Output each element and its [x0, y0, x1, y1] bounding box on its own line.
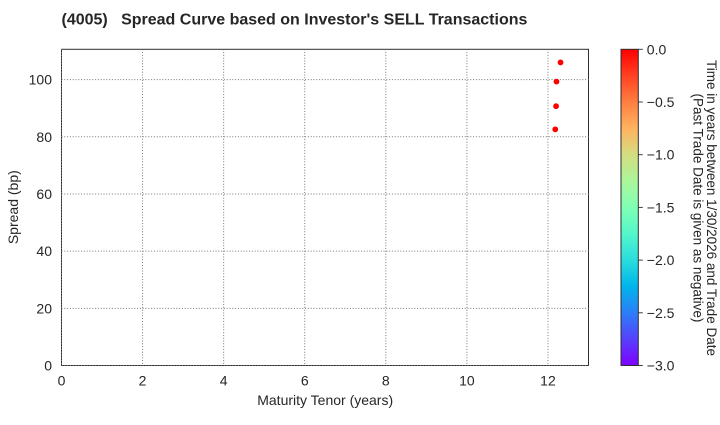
- x-tick-label: 4: [220, 373, 228, 389]
- axis-ticks: 0 2 4 6 8 10 12 0 20 40 60 80 100: [29, 72, 556, 389]
- colorbar-tick-label: −2.5: [647, 305, 675, 321]
- scatter-points: [552, 59, 564, 133]
- y-tick-label: 100: [29, 72, 53, 88]
- x-tick-label: 10: [459, 373, 475, 389]
- colorbar-tick-label: −3.0: [647, 358, 675, 374]
- y-tick-label: 80: [36, 129, 52, 145]
- colorbar-gradient: [620, 48, 639, 367]
- chart-title: (4005) Spread Curve based on Investor's …: [62, 12, 528, 29]
- x-tick-label: 6: [301, 373, 309, 389]
- x-tick-label: 2: [139, 373, 147, 389]
- colorbar-tick-label: −1.0: [647, 147, 675, 163]
- data-point: [553, 103, 559, 110]
- data-point: [553, 78, 560, 85]
- y-tick-label: 20: [36, 300, 52, 316]
- colorbar-tick-label: −2.0: [647, 252, 675, 268]
- x-tick-label: 8: [382, 373, 390, 389]
- y-tick-label: 40: [36, 243, 52, 259]
- y-axis-label: Spread (bp): [5, 170, 21, 244]
- y-tick-label: 0: [44, 358, 52, 374]
- data-point: [557, 59, 564, 66]
- colorbar-label-line1: Time in years between 1/30/2026 and Trad…: [704, 60, 719, 356]
- colorbar-tick-label: −0.5: [647, 94, 675, 110]
- x-tick-label: 0: [58, 373, 66, 389]
- x-tick-label: 12: [540, 373, 556, 389]
- grid-lines: [61, 49, 589, 366]
- colorbar-label-line2: (Past Trade Date is given as negative): [691, 94, 706, 323]
- colorbar-tick-label: 0.0: [647, 41, 667, 57]
- colorbar: 0.0 −0.5 −1.0 −1.5 −2.0 −2.5 −3.0 Time in year…: [620, 41, 719, 374]
- colorbar-ticks: 0.0 −0.5 −1.0 −1.5 −2.0 −2.5 −3.0: [638, 41, 675, 374]
- data-point: [552, 126, 559, 133]
- y-tick-label: 60: [36, 186, 52, 202]
- colorbar-tick-label: −1.5: [647, 199, 675, 215]
- x-axis-label: Maturity Tenor (years): [257, 392, 393, 408]
